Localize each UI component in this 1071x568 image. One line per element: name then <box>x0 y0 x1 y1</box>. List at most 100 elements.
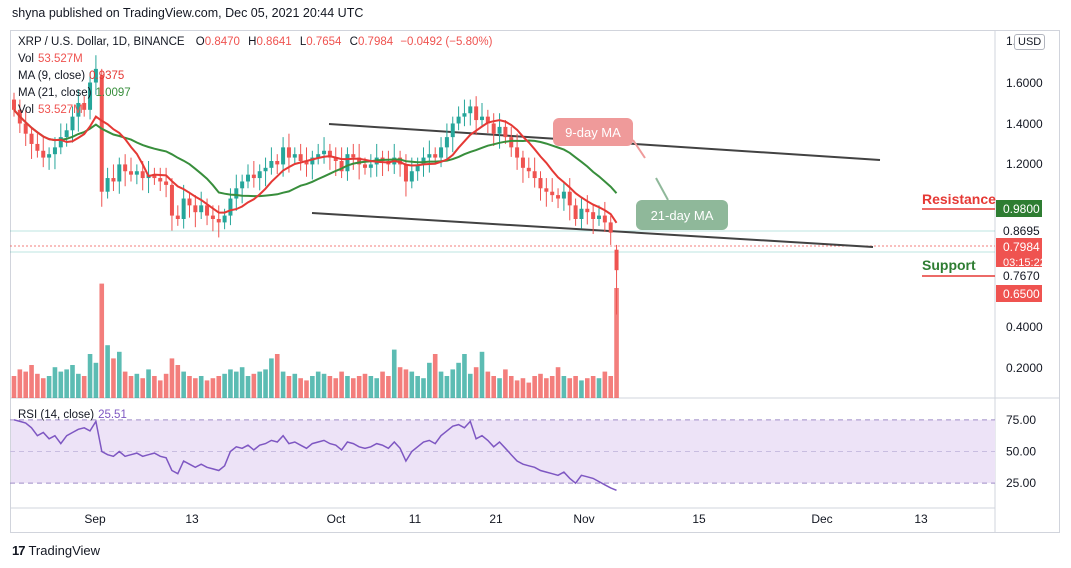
volume-bar <box>579 380 584 398</box>
volume-bar <box>351 378 356 398</box>
publisher-line: shyna published on TradingView.com, Dec … <box>12 6 364 20</box>
volume-bar <box>216 376 222 398</box>
ma21-line <box>13 109 618 198</box>
candle-body <box>140 171 145 179</box>
candle-body <box>579 208 584 219</box>
candle-body <box>368 164 373 168</box>
volume-bar <box>204 380 210 398</box>
candle-body <box>363 164 367 168</box>
candle-body <box>544 188 549 192</box>
currency-button[interactable]: USD <box>1014 34 1046 50</box>
volume-bar <box>128 376 134 398</box>
volume-bar <box>175 365 181 398</box>
volume-bar <box>315 371 321 398</box>
candle-body <box>169 184 174 216</box>
candle-body <box>462 113 467 117</box>
legend-ma21: MA (21, close) 1.0097 <box>18 87 131 99</box>
candle-body <box>480 116 484 121</box>
candle-body <box>123 164 128 172</box>
volume-bar <box>234 371 239 398</box>
legend-vol2-label: Vol <box>18 104 34 116</box>
candle-body <box>246 174 250 182</box>
candle-body <box>398 157 403 165</box>
volume-bar <box>526 382 532 398</box>
candle-body <box>64 130 69 138</box>
volume-bar <box>386 376 391 398</box>
volume-bar <box>362 373 368 398</box>
volume-bar <box>228 369 233 398</box>
low-price-tag-bg <box>996 267 1042 284</box>
legend-rsi-label: RSI (14, close) <box>18 409 95 421</box>
candle-body <box>322 150 327 155</box>
annotation-21day-text: 21-day MA <box>651 208 714 223</box>
volume-bar <box>122 371 128 398</box>
candle-body <box>339 161 344 172</box>
price-tick-label: 1.6000 <box>1006 76 1043 90</box>
candle-body <box>117 164 122 182</box>
volume-bar <box>140 378 145 398</box>
legend-low-label: L <box>299 36 307 48</box>
volume-bar <box>538 373 543 398</box>
candle-body <box>251 174 256 179</box>
volume-bar <box>508 376 514 398</box>
candle-body <box>561 191 566 199</box>
candle-body <box>234 188 239 199</box>
candle-body <box>351 154 356 158</box>
time-tick-label: Sep <box>84 512 106 526</box>
volume-bar <box>614 288 619 398</box>
candle-body <box>439 147 444 158</box>
volume-bar <box>58 371 64 398</box>
candle-body <box>193 205 198 213</box>
volume-bar <box>549 376 555 398</box>
candle-body <box>409 171 414 182</box>
volume-bar <box>596 378 602 398</box>
price-tick-label: 1.2000 <box>1006 157 1043 171</box>
candle-body <box>614 249 619 271</box>
candle-body <box>532 171 537 179</box>
volume-bar <box>456 362 461 398</box>
candle-body <box>199 205 204 213</box>
candle-body <box>515 147 520 158</box>
volume-bar <box>105 345 110 398</box>
volume-bar <box>356 376 362 398</box>
candle-body <box>281 147 286 165</box>
price-tick-label: 0.4000 <box>1006 320 1043 334</box>
support-price-tag-bg <box>996 285 1042 302</box>
candle-body <box>93 68 98 83</box>
rsi-tick-label: 50.00 <box>1006 445 1036 459</box>
high-price-tag-bg <box>996 222 1042 239</box>
candle-body <box>228 198 233 216</box>
volume-bar <box>87 354 93 398</box>
price-tick-label: 1.4000 <box>1006 117 1043 131</box>
volume-bar <box>298 378 303 398</box>
candle-body <box>152 174 157 179</box>
candle-body <box>316 154 321 158</box>
volume-bar <box>573 376 578 398</box>
last-price-tag-bg <box>996 238 1042 270</box>
candle-body <box>509 137 514 148</box>
candle-body <box>333 157 338 161</box>
volume-bar <box>239 367 245 398</box>
candle-body <box>474 106 479 121</box>
volume-bar <box>380 371 385 398</box>
volume-bar <box>269 358 274 398</box>
legend-high-label: H <box>248 36 257 48</box>
time-tick-label: Oct <box>327 512 346 526</box>
time-tick-label: 13 <box>914 512 928 526</box>
volume-bar <box>333 378 339 398</box>
candle-body <box>111 178 116 182</box>
candle-body <box>503 126 508 138</box>
volume-bar <box>81 376 87 398</box>
volume-bar <box>163 373 169 398</box>
volume-bar <box>608 376 613 398</box>
legend-vol-value: 53.527M <box>38 53 83 65</box>
candle-body <box>275 161 280 165</box>
volume-bar <box>450 369 456 398</box>
candle-body <box>52 147 57 155</box>
volume-bar <box>427 362 432 398</box>
legend-rsi: RSI (14, close) 25.51 <box>18 409 127 421</box>
volume-bar <box>503 369 508 398</box>
volume-bar <box>52 367 58 398</box>
volume-bar <box>397 367 403 398</box>
